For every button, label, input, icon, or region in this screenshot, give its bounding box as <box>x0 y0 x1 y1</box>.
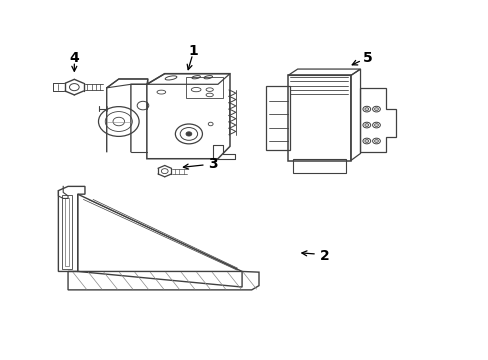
Bar <box>287 76 350 161</box>
Bar <box>186 77 223 99</box>
Text: 5: 5 <box>362 51 372 65</box>
Bar <box>265 86 290 150</box>
Text: 3: 3 <box>208 157 218 171</box>
Circle shape <box>364 108 368 111</box>
Circle shape <box>374 140 378 143</box>
Circle shape <box>374 123 378 126</box>
Text: 4: 4 <box>69 51 79 65</box>
Text: 2: 2 <box>319 249 328 263</box>
Circle shape <box>374 108 378 111</box>
Circle shape <box>364 140 368 143</box>
Bar <box>292 159 346 173</box>
Text: 1: 1 <box>188 44 198 58</box>
Circle shape <box>364 123 368 126</box>
Circle shape <box>185 132 191 136</box>
